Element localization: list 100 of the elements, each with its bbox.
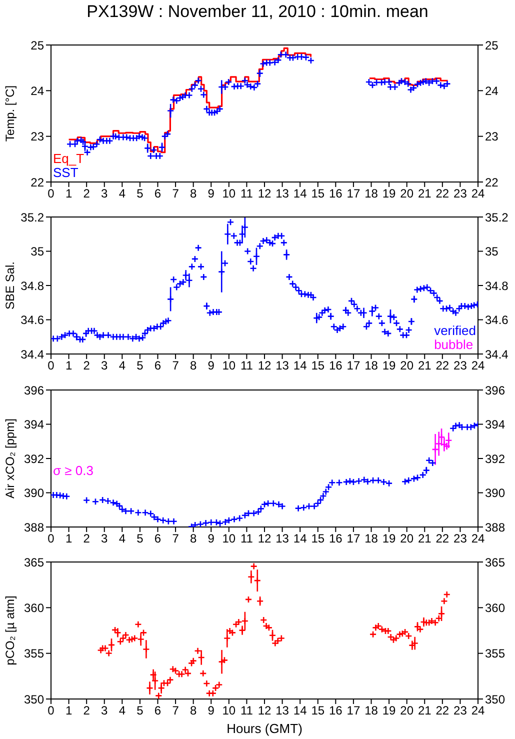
y-tick-label: 25 [30, 38, 44, 52]
y-tick-label: 35.2 [20, 210, 44, 225]
y2-tick-label: 392 [485, 451, 506, 466]
x-tick-label: 18 [364, 531, 378, 546]
x-tick-label: 9 [208, 703, 215, 718]
x-tick-label: 3 [101, 186, 108, 201]
y-axis-title: Temp. [°C] [3, 85, 17, 142]
x-tick-label: 17 [346, 703, 360, 718]
x-tick-label: 12 [258, 358, 272, 373]
y-tick-label: 23 [30, 130, 44, 144]
x-tick-label: 24 [471, 358, 485, 373]
y2-tick-label: 35.2 [485, 210, 509, 225]
x-tick-label: 7 [172, 703, 180, 718]
x-tick-label: 24 [471, 703, 485, 718]
x-tick-label: 16 [328, 703, 343, 718]
x-tick-label: 2 [83, 358, 90, 373]
x-tick-label: 17 [346, 358, 360, 373]
y2-tick-label: 394 [485, 417, 506, 432]
x-tick-label: 20 [400, 358, 414, 373]
x-tick-label: 23 [454, 703, 468, 718]
x-tick-label: 7 [172, 186, 180, 201]
x-tick-label: 8 [190, 531, 197, 546]
y-axis-title: Air xCO₂ [ppm] [3, 418, 17, 498]
x-tick-label: 8 [190, 703, 197, 718]
x-tick-label: 7 [172, 531, 180, 546]
y2-tick-label: 350 [485, 692, 506, 706]
y-axis-title: SBE Sal. [3, 262, 17, 310]
x-tick-label: 1 [65, 703, 72, 718]
x-tick-label: 6 [154, 703, 162, 718]
y-tick-label: 396 [24, 382, 44, 397]
x-tick-label: 11 [240, 531, 254, 546]
y-tick-label: 394 [24, 417, 44, 432]
x-tick-label: 12 [258, 703, 272, 718]
x-tick-label: 24 [471, 531, 485, 546]
x-tick-label: 2 [83, 531, 90, 546]
x-tick-label: 17 [346, 186, 360, 201]
x-tick-label: 6 [154, 358, 162, 373]
x-tick-label: 14 [293, 531, 308, 546]
series-label: Eq_T [53, 151, 84, 166]
x-tick-label: 19 [382, 358, 396, 373]
y2-tick-label: 390 [485, 486, 506, 500]
x-tick-label: 19 [382, 531, 396, 546]
x-tick-label: 10 [222, 358, 236, 373]
x-tick-label: 9 [208, 358, 215, 373]
x-tick-label: 15 [311, 703, 325, 718]
x-tick-label: 12 [258, 531, 272, 546]
series-label: SST [53, 165, 78, 180]
y-tick-label: 35 [30, 244, 44, 259]
y2-tick-label: 22 [485, 175, 499, 190]
x-tick-label: 3 [101, 358, 108, 373]
x-tick-label: 14 [293, 186, 308, 201]
y2-tick-label: 34.6 [485, 313, 509, 328]
x-tick-label: 13 [276, 186, 290, 201]
x-tick-label: 4 [118, 358, 126, 373]
x-tick-label: 2 [83, 703, 90, 718]
x-tick-label: 16 [328, 358, 343, 373]
y-axis-title: pCO₂ [µ atm] [3, 596, 17, 666]
x-tick-label: 17 [346, 531, 360, 546]
x-tick-label: 2 [83, 186, 90, 201]
x-tick-label: 6 [154, 186, 162, 201]
y2-tick-label: 396 [485, 382, 506, 397]
x-tick-label: 15 [311, 531, 325, 546]
x-tick-label: 22 [436, 358, 450, 373]
x-tick-label: 20 [400, 703, 414, 718]
x-tick-label: 24 [471, 186, 485, 201]
y2-tick-label: 365 [485, 555, 506, 570]
x-tick-label: 18 [364, 186, 378, 201]
x-tick-label: 12 [258, 186, 272, 201]
y-tick-label: 22 [30, 175, 44, 190]
y2-tick-label: 388 [485, 520, 506, 534]
x-tick-label: 19 [382, 703, 396, 718]
y2-tick-label: 25 [485, 38, 499, 52]
x-tick-label: 13 [276, 358, 290, 373]
x-tick-label: 5 [136, 358, 144, 373]
x-tick-label: 8 [190, 186, 197, 201]
x-tick-label: 5 [136, 703, 144, 718]
y-tick-label: 34.8 [20, 279, 44, 294]
x-tick-label: 4 [118, 703, 126, 718]
y-tick-label: 34.6 [20, 313, 44, 328]
x-tick-label: 11 [240, 186, 254, 201]
y-tick-label: 355 [24, 646, 44, 660]
x-tick-label: 10 [222, 703, 236, 718]
y2-tick-label: 34.4 [485, 348, 509, 362]
y2-tick-label: 34.8 [485, 279, 509, 294]
x-tick-label: 20 [400, 531, 414, 546]
x-tick-label: 8 [190, 358, 197, 373]
x-tick-label: 23 [454, 186, 468, 201]
x-tick-label: 0 [48, 358, 55, 373]
x-tick-label: 9 [208, 186, 215, 201]
y2-tick-label: 355 [485, 646, 506, 660]
x-tick-label: 1 [65, 186, 72, 201]
x-tick-label: 16 [328, 531, 343, 546]
x-tick-label: 15 [311, 186, 325, 201]
x-tick-label: 22 [436, 703, 450, 718]
x-tick-label: 23 [454, 531, 468, 546]
y-tick-label: 390 [24, 486, 44, 500]
x-tick-label: 21 [418, 358, 432, 373]
x-tick-label: 21 [418, 531, 432, 546]
y2-tick-label: 360 [485, 600, 506, 615]
y2-tick-label: 23 [485, 130, 499, 144]
